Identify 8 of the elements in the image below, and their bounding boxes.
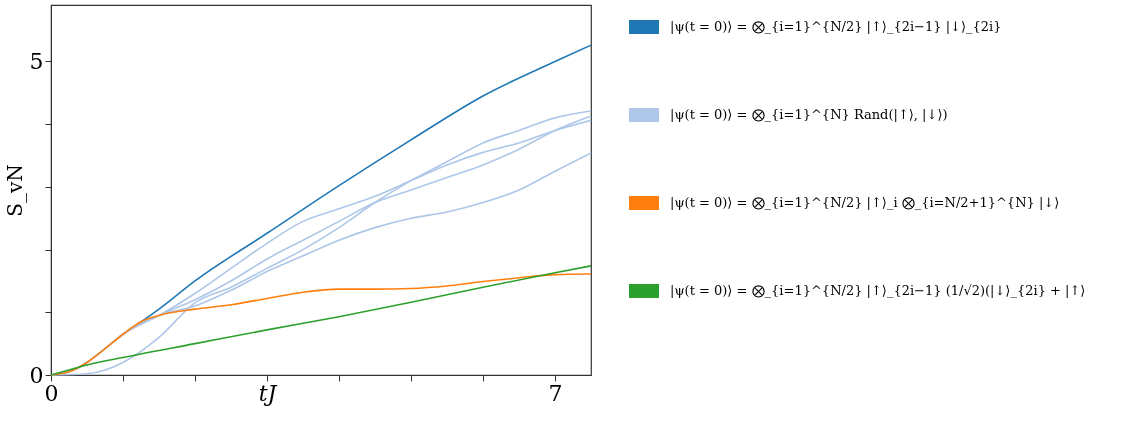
legend-label: |ψ(t = 0)⟩ = ⨂_{i=1}^{N/2} |↑⟩_{2i−1} (1/√2)(|↓⟩_{2i} + |↑⟩	[670, 283, 1086, 298]
x-axis-title: tJ	[258, 380, 278, 406]
legend-label: |ψ(t = 0)⟩ = ⨂_{i=1}^{N/2} |↑⟩_i ⨂_{i=N/2+1}^{N} |↓⟩	[670, 195, 1060, 210]
y-tick-label: 5	[29, 48, 44, 74]
y-axis-title: S_vN	[2, 164, 27, 217]
legend-label: |ψ(t = 0)⟩ = ⨂_{i=1}^{N/2} |↑⟩_{2i−1} |↓⟩_{2i}	[670, 19, 1002, 34]
legend-label: |ψ(t = 0)⟩ = ⨂_{i=1}^{N} Rand(|↑⟩, |↓⟩)	[670, 107, 948, 122]
x-tick-label: 7	[548, 380, 563, 406]
